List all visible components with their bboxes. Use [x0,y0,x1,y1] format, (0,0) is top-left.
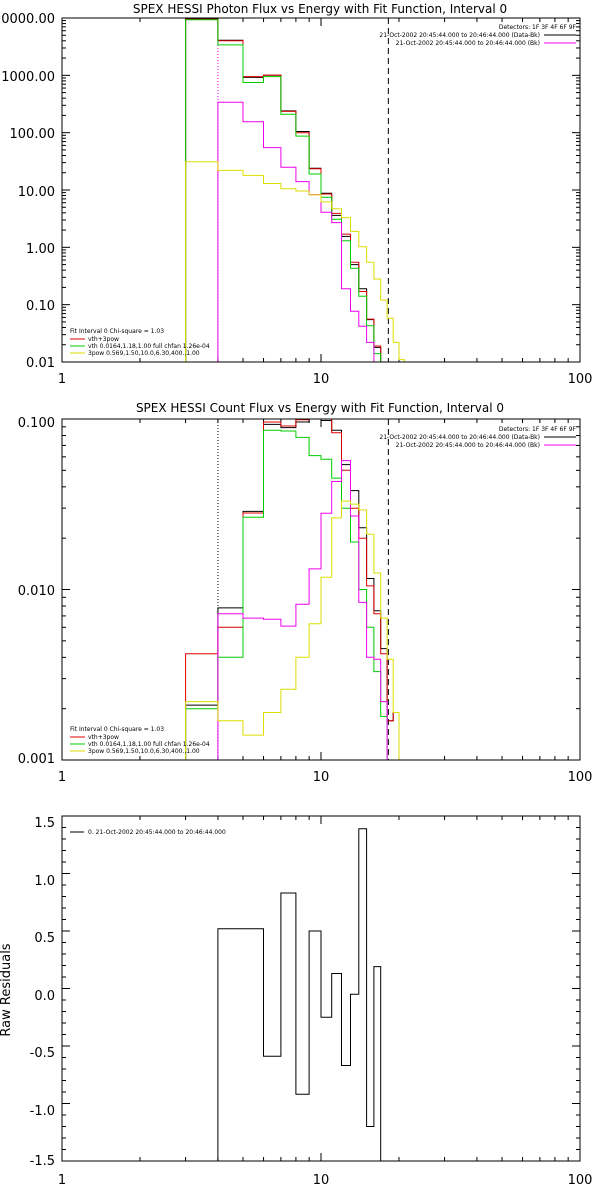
photon-flux-title: SPEX HESSI Photon Flux vs Energy with Fi… [133,2,507,16]
residuals-panel: 1.5 1.0 0.5 0.0 -0.5 -1.0 -1.5 1 10 100 … [0,815,593,1188]
series-data-histogram [217,828,382,1161]
detectors-annotation: Detectors: 1F 3F 4F 6F 9F [499,24,577,31]
photon-flux-x-ticks: 1 10 100 [58,372,593,387]
count-flux-x-ticks: 1 10 100 [58,770,593,785]
residuals-x-ticks: 1 10 100 [58,1173,593,1188]
series-vth-histogram [185,19,382,362]
photon-flux-legend: Fit Interval 0 Chi-square = 1.03 vth+3po… [70,328,210,357]
residuals-legend: 0. 21-Oct-2002 20:45:44.000 to 20:46:44.… [70,829,226,836]
y-tick-label: 0.100 [18,416,55,431]
y-tick-label: 10000.00 [0,12,55,27]
x-tick-label: 1 [58,770,66,785]
bk-annotation: 21-Oct-2002 20:45:44.000 to 20:46:44.000… [396,40,540,47]
series-pow-histogram [185,161,405,362]
photon-flux-plot-area [61,18,580,363]
y-tick-label: 1.00 [26,242,55,257]
y-tick-label: 0.10 [26,299,55,314]
y-tick-label: 1.5 [34,816,55,831]
legend-entry-pow: 3pow 0.569,1.50,10.0,6.30,400.,1.00 [88,748,200,755]
legend-entry-vth: vth 0.0164,1.18,1.00 full chfan 1.26e-04 [88,343,210,350]
y-tick-label: 0.5 [34,931,55,946]
series-bk-histogram [217,101,375,362]
x-tick-label: 1 [58,372,66,387]
x-tick-label: 100 [568,372,593,387]
y-tick-label: 0.001 [18,752,55,767]
photon-flux-frame [61,17,581,363]
series-fit-histogram [185,418,400,760]
y-tick-label: 0.0 [34,989,55,1004]
photon-flux-header-annotations: Detectors: 1F 3F 4F 6F 9F 21-Oct-2002 20… [379,24,576,47]
photon-flux-y-ticks: 10000.00 1000.00 100.00 10.00 1.00 0.10 … [0,12,55,371]
series-data-histogram [185,18,382,362]
count-flux-legend: Fit Interval 0 Chi-square = 1.03 vth+3po… [70,726,210,755]
residuals-plot-area [61,815,580,1162]
series-fit-histogram [185,18,382,362]
y-tick-label: 1000.00 [1,70,55,85]
series-pow-histogram [185,500,400,760]
legend-entry-vth: vth 0.0164,1.18,1.00 full chfan 1.26e-04 [88,741,210,748]
data-minus-bk-annotation: 21-Oct-2002 20:45:44.000 to 20:46:44.000… [379,434,540,441]
residuals-frame [61,815,581,1162]
y-tick-label: -1.0 [30,1104,55,1119]
detectors-annotation: Detectors: 1F 3F 4F 6F 9F [499,426,577,433]
y-tick-label: -1.5 [30,1154,55,1169]
x-tick-label: 100 [568,1173,593,1188]
y-tick-label: 0.01 [26,356,55,371]
series-data-histogram [185,418,400,760]
x-tick-label: 10 [313,770,330,785]
bk-annotation: 21-Oct-2002 20:45:44.000 to 20:46:44.000… [396,442,540,449]
series-vth-histogram [185,429,388,760]
legend-entry-pow: 3pow 0.569,1.50,10.0,6.30,400.,1.00 [88,350,200,357]
y-tick-label: 100.00 [10,127,56,142]
count-flux-header-annotations: Detectors: 1F 3F 4F 6F 9F 21-Oct-2002 20… [379,426,576,449]
legend-header: Fit Interval 0 Chi-square = 1.03 [70,328,164,335]
y-tick-label: 10.00 [18,185,55,200]
residuals-y-ticks: 1.5 1.0 0.5 0.0 -0.5 -1.0 -1.5 [30,816,55,1169]
y-tick-label: 0.010 [18,584,55,599]
count-flux-y-ticks: 0.100 0.010 0.001 [18,416,55,767]
legend-entry-fit: vth+3pow [88,336,119,343]
x-tick-label: 10 [313,372,330,387]
series-bk-histogram [217,460,388,760]
legend-header: Fit Interval 0 Chi-square = 1.03 [70,726,164,733]
legend-entry-interval: 0. 21-Oct-2002 20:45:44.000 to 20:46:44.… [88,829,226,836]
x-tick-label: 100 [568,770,593,785]
y-tick-label: -0.5 [30,1046,55,1061]
photon-flux-panel: SPEX HESSI Photon Flux vs Energy with Fi… [0,2,592,387]
count-flux-panel: SPEX HESSI Count Flux vs Energy with Fit… [18,401,593,785]
count-flux-frame [61,418,581,761]
count-flux-title: SPEX HESSI Count Flux vs Energy with Fit… [136,401,504,415]
x-tick-label: 1 [58,1173,66,1188]
data-minus-bk-annotation: 21-Oct-2002 20:45:44.000 to 20:46:44.000… [379,32,540,39]
y-tick-label: 1.0 [34,874,55,889]
x-tick-label: 10 [313,1173,330,1188]
residuals-y-axis-label: Raw Residuals [0,943,14,1036]
count-flux-plot-area [61,418,580,761]
legend-entry-fit: vth+3pow [88,734,119,741]
